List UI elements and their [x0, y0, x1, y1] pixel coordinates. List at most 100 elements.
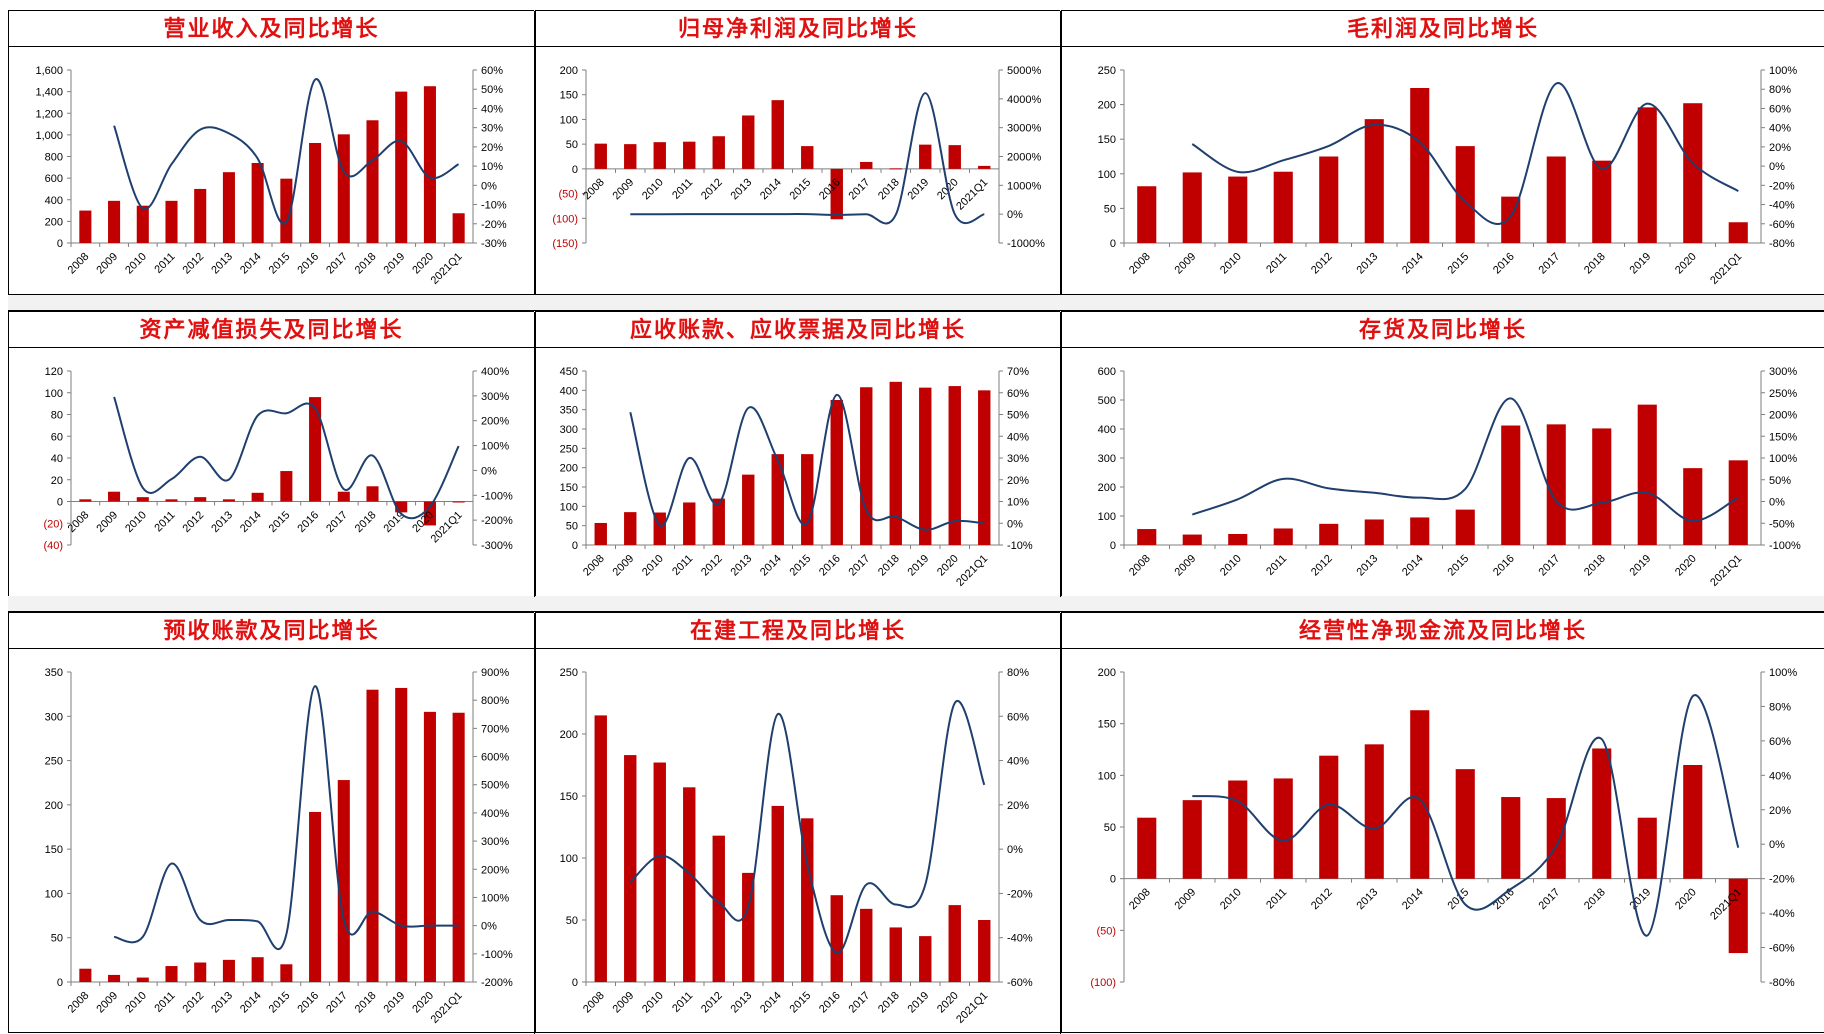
chart-panel: 存货及同比增长 0 100 200 300 400 500 600 -100% -50% 0% 50%… — [1061, 311, 1824, 596]
x-tick-label: 2015 — [267, 990, 293, 1016]
y-tick-label: 100 — [1098, 770, 1116, 782]
bar — [1410, 710, 1430, 879]
bar — [1182, 800, 1202, 879]
chart-title: 存货及同比增长 — [1062, 312, 1824, 348]
bar — [423, 501, 436, 526]
bar — [251, 162, 264, 243]
y-tick-label: 100 — [1098, 169, 1116, 181]
y-tick-label: 150 — [560, 90, 578, 102]
bar — [1364, 119, 1384, 243]
bar — [366, 689, 379, 982]
x-tick-label: 2018 — [876, 990, 902, 1016]
bar — [948, 386, 961, 545]
chart-title: 预收账款及同比增长 — [9, 613, 534, 649]
bar — [1546, 424, 1566, 545]
bar — [1273, 778, 1293, 879]
bar — [136, 497, 149, 502]
y2-tick-label: 100% — [1769, 453, 1797, 465]
bar — [1592, 160, 1612, 243]
x-tick-label: 2017 — [847, 176, 873, 202]
x-tick-label: 2020 — [410, 990, 436, 1016]
bar — [452, 501, 465, 503]
y2-tick-label: -40% — [1769, 908, 1795, 920]
y2-tick-label: 0% — [1769, 161, 1785, 173]
y2-tick-label: 30% — [1007, 453, 1029, 465]
bar — [948, 145, 961, 169]
x-tick-label: 2018 — [353, 251, 379, 277]
y-tick-label: 250 — [1098, 65, 1116, 77]
y2-tick-label: 600% — [481, 752, 509, 764]
x-tick-label: 2015 — [788, 176, 814, 202]
y2-tick-label: -80% — [1769, 238, 1795, 250]
y2-tick-label: -1000% — [1007, 238, 1045, 250]
y-tick-label: 0 — [1110, 238, 1116, 250]
y-tick-label: 20 — [51, 475, 63, 487]
y2-tick-label: -50% — [1769, 518, 1795, 530]
chart-svg: 0 50 100 150 200 250 300 350 400 450 -10% 0% 10% 20% 3… — [560, 366, 1033, 589]
bar — [801, 454, 814, 545]
x-tick-label: 2020 — [410, 251, 436, 277]
x-tick-label: 2014 — [1400, 251, 1426, 277]
bar — [1410, 87, 1430, 243]
y2-tick-label: 70% — [1007, 366, 1029, 378]
x-tick-label: 2020 — [1673, 886, 1699, 912]
bar — [1137, 529, 1157, 545]
y2-tick-label: 200% — [1769, 410, 1797, 422]
y2-tick-label: 50% — [481, 84, 503, 96]
y-tick-label: (100) — [552, 213, 578, 225]
bar — [1592, 748, 1612, 879]
y2-tick-label: -100% — [481, 949, 513, 961]
bar — [337, 491, 350, 502]
x-tick-label: 2020 — [935, 990, 961, 1016]
chart-panel: 经营性净现金流及同比增长 (100) (50) 0 50 100 150 200 -80% -60… — [1061, 612, 1824, 1033]
chart-panel: 在建工程及同比增长 0 50 100 150 200 250 -60% -40% -20% 0% 20… — [535, 612, 1061, 1034]
x-tick-label: 2014 — [758, 176, 784, 202]
x-tick-label: 2012 — [699, 553, 725, 579]
x-tick-label: 2013 — [729, 990, 755, 1016]
bar — [1182, 172, 1202, 243]
x-tick-label: 2009 — [611, 553, 637, 579]
y-tick-label: 150 — [560, 482, 578, 494]
y2-tick-label: -60% — [1769, 219, 1795, 231]
bar — [624, 512, 637, 545]
bar — [653, 142, 666, 169]
y-tick-label: 200 — [560, 463, 578, 475]
y2-tick-label: 0% — [1007, 209, 1023, 221]
y-tick-label: (20) — [43, 518, 63, 530]
y-tick-label: 600 — [1098, 366, 1116, 378]
bar — [79, 499, 92, 502]
x-tick-label: 2013 — [1355, 553, 1381, 579]
bar — [452, 213, 465, 243]
growth-line — [629, 699, 986, 955]
y-tick-label: 50 — [566, 521, 578, 533]
bar — [366, 486, 379, 502]
y2-tick-label: 400% — [481, 808, 509, 820]
y-tick-label: 300 — [560, 424, 578, 436]
y2-tick-label: 800% — [481, 695, 509, 707]
x-tick-label: 2018 — [1582, 886, 1608, 912]
chart-panel: 毛利润及同比增长 0 50 100 150 200 250 -80% -60% -40% -20% 0… — [1061, 10, 1824, 294]
bar — [742, 474, 755, 545]
y2-tick-label: 10% — [481, 161, 503, 173]
y2-tick-label: 60% — [1769, 103, 1791, 115]
y-tick-label: 200 — [1098, 100, 1116, 112]
bar — [1319, 755, 1339, 879]
x-tick-label: 2016 — [295, 251, 321, 277]
y-tick-label: 150 — [1098, 719, 1116, 731]
chart-svg: (150) (100) (50) 0 50 100 150 200 -1000% 0% 1000% 2… — [552, 65, 1045, 250]
y2-tick-label: -40% — [1007, 933, 1033, 945]
y2-tick-label: 100% — [1769, 667, 1797, 679]
growth-line — [1192, 694, 1740, 937]
x-tick-label: 2018 — [876, 176, 902, 202]
bar — [1228, 176, 1248, 243]
y2-tick-label: 300% — [481, 391, 509, 403]
x-tick-label: 2013 — [1355, 251, 1381, 277]
x-tick-label: 2020 — [1673, 251, 1699, 277]
bar — [194, 497, 207, 502]
x-tick-label: 2015 — [788, 553, 814, 579]
x-tick-label: 2015 — [1446, 251, 1472, 277]
y2-tick-label: 60% — [1769, 736, 1791, 748]
y2-tick-label: 10% — [1007, 497, 1029, 509]
bar — [395, 687, 408, 982]
x-tick-label: 2016 — [1491, 553, 1517, 579]
